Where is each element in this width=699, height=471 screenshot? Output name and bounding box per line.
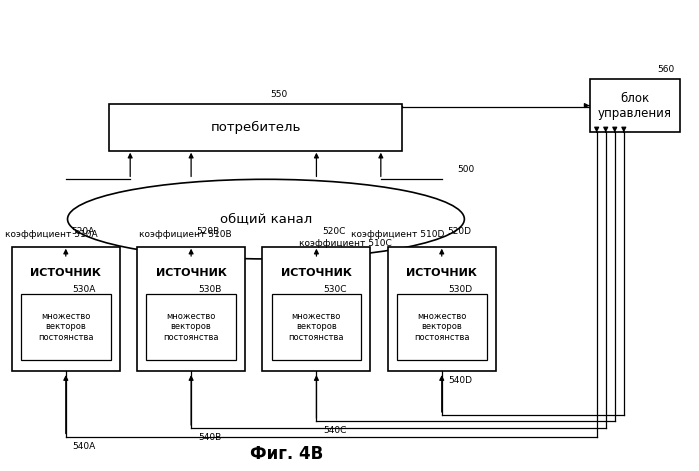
Text: коэффициент 510A: коэффициент 510A bbox=[5, 230, 97, 239]
Text: множество
векторов
постоянства: множество векторов постоянства bbox=[164, 312, 219, 341]
Text: ИСТОЧНИК: ИСТОЧНИК bbox=[30, 268, 101, 278]
Text: Фиг. 4B: Фиг. 4B bbox=[250, 445, 324, 463]
Text: множество
векторов
постоянства: множество векторов постоянства bbox=[289, 312, 344, 341]
Text: множество
векторов
постоянства: множество векторов постоянства bbox=[38, 312, 94, 341]
Text: ИСТОЧНИК: ИСТОЧНИК bbox=[281, 268, 352, 278]
Text: 520C: 520C bbox=[322, 227, 345, 236]
Text: блок
управления: блок управления bbox=[598, 91, 672, 120]
Text: множество
векторов
постоянства: множество векторов постоянства bbox=[414, 312, 470, 341]
Text: 520D: 520D bbox=[447, 227, 471, 236]
Text: потребитель: потребитель bbox=[210, 121, 301, 134]
Text: коэффициент 510C: коэффициент 510C bbox=[299, 239, 391, 248]
Text: ИСТОЧНИК: ИСТОЧНИК bbox=[406, 268, 477, 278]
Text: 540C: 540C bbox=[324, 426, 347, 435]
FancyBboxPatch shape bbox=[21, 294, 110, 359]
Text: коэффициент 510B: коэффициент 510B bbox=[139, 230, 231, 239]
Text: 530B: 530B bbox=[198, 285, 222, 294]
FancyBboxPatch shape bbox=[271, 294, 361, 359]
Text: 520A: 520A bbox=[71, 227, 94, 236]
Text: 530D: 530D bbox=[449, 285, 473, 294]
Text: 540A: 540A bbox=[73, 441, 96, 451]
Ellipse shape bbox=[68, 179, 464, 259]
FancyBboxPatch shape bbox=[137, 247, 245, 371]
FancyBboxPatch shape bbox=[590, 79, 680, 132]
Text: общий канал: общий канал bbox=[219, 212, 312, 226]
FancyBboxPatch shape bbox=[388, 247, 496, 371]
Text: 530C: 530C bbox=[324, 285, 347, 294]
Text: 550: 550 bbox=[270, 90, 287, 99]
Text: 540B: 540B bbox=[198, 433, 222, 442]
FancyBboxPatch shape bbox=[109, 105, 402, 151]
FancyBboxPatch shape bbox=[397, 294, 487, 359]
Text: коэффициент 510D: коэффициент 510D bbox=[351, 230, 445, 239]
FancyBboxPatch shape bbox=[146, 294, 236, 359]
FancyBboxPatch shape bbox=[12, 247, 120, 371]
Text: 500: 500 bbox=[457, 165, 475, 174]
Text: ИСТОЧНИК: ИСТОЧНИК bbox=[156, 268, 226, 278]
Text: 530A: 530A bbox=[73, 285, 96, 294]
FancyBboxPatch shape bbox=[262, 247, 370, 371]
Text: 540D: 540D bbox=[449, 376, 473, 385]
Text: 520B: 520B bbox=[196, 227, 220, 236]
Text: 560: 560 bbox=[658, 65, 675, 74]
